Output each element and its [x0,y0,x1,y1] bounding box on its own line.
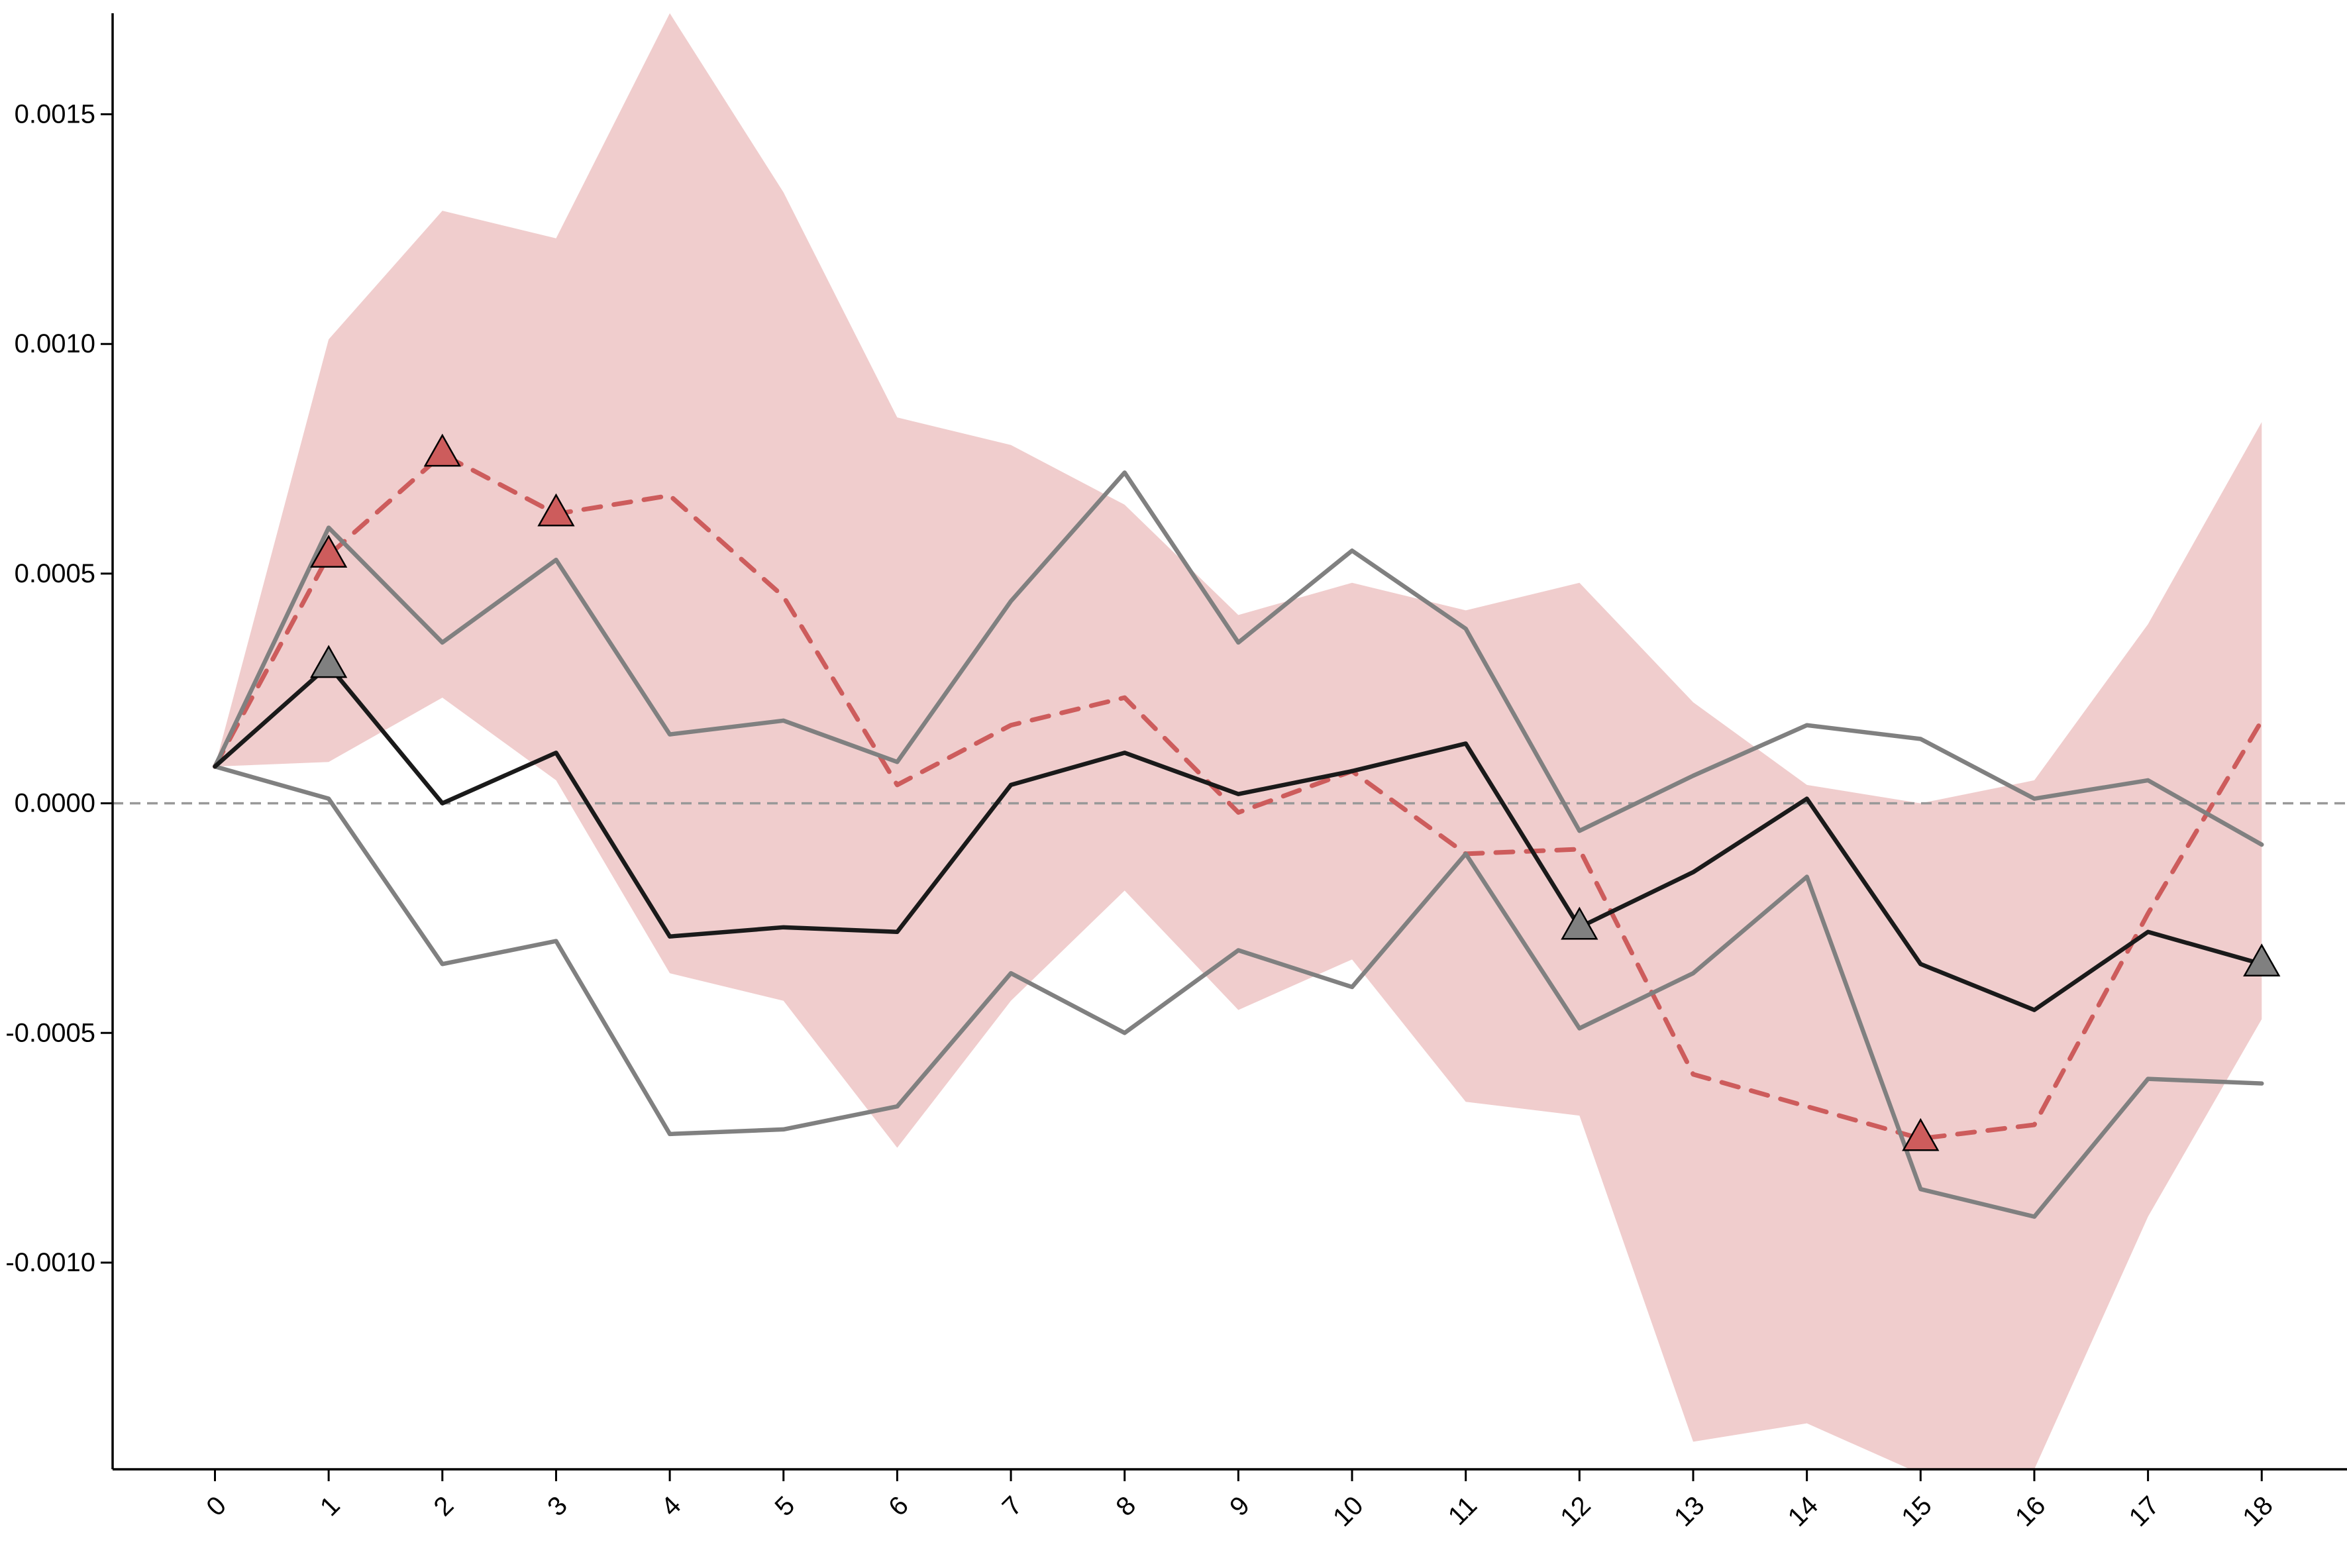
x-tick-label: 9 [1224,1490,1255,1522]
x-tick-label: 12 [1555,1490,1596,1532]
series-line-3 [213,764,2264,1219]
y-tick-label: -0.0010 [5,1248,95,1277]
x-tick-label: 10 [1328,1490,1369,1532]
series-1-marker-1 [310,535,348,568]
x-tick-label: 4 [656,1490,687,1522]
x-tick-label: 2 [429,1490,460,1522]
y-tick-label: 0.0010 [15,329,95,358]
series-4-marker-12 [1561,906,1598,940]
series-1-marker-2 [423,433,461,467]
x-tick-label: 11 [1443,1490,1483,1530]
x-tick-label: 16 [2010,1490,2052,1532]
x-tick-label: 5 [769,1490,800,1522]
x-tick-label: 3 [542,1490,573,1522]
series-4-marker-18 [2243,943,2281,977]
confidence-band [215,13,2262,1469]
x-tick-label: 0 [201,1490,232,1522]
x-tick-label: 13 [1669,1490,1710,1532]
series-markers-layer [310,433,2281,1151]
y-tick-label: 0.0000 [15,789,95,818]
x-tick-label: 1 [315,1490,346,1522]
x-tick-label: 18 [2237,1490,2279,1532]
series-line-2 [213,470,2264,847]
x-tick-label: 17 [2124,1490,2165,1532]
x-tick-label: 6 [883,1490,914,1522]
confidence-band-layer [215,13,2262,1469]
x-tick-label: 14 [1783,1490,1824,1532]
y-tick-label: -0.0005 [5,1018,95,1047]
x-tick-label: 15 [1896,1490,1938,1532]
x-tick-label: 8 [1110,1490,1141,1522]
y-tick-label: 0.0005 [15,559,95,588]
series-1-marker-3 [537,493,575,527]
series-1-marker-15 [1902,1118,1940,1151]
y-tick-label: 0.0015 [15,100,95,129]
series-4-marker-1 [310,645,348,678]
x-tick-label: 7 [997,1490,1028,1522]
series-line-4 [213,663,2264,1012]
